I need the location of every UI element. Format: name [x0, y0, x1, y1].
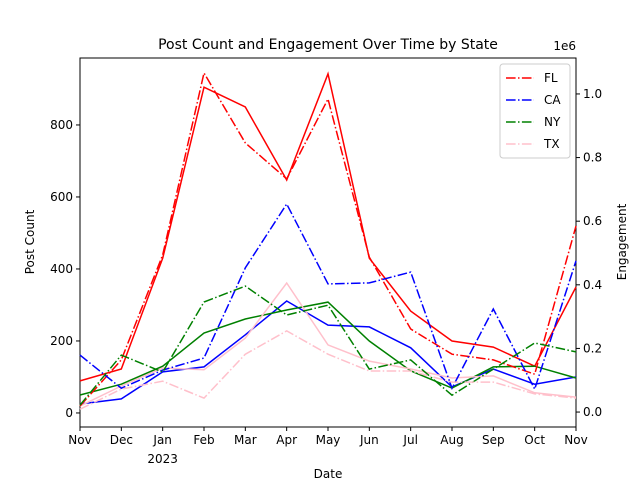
- x-tick-label: Dec: [110, 433, 133, 447]
- legend-box: [499, 63, 571, 159]
- y2-tick-label: 0.8: [583, 151, 602, 165]
- x-tick-label: Jul: [402, 433, 417, 447]
- x-tick-label: Nov: [68, 433, 91, 447]
- y2-tick-label: 0.6: [583, 214, 602, 228]
- legend-label: CA: [544, 93, 561, 107]
- y2-tick-label: 0.2: [583, 341, 602, 355]
- x-tick-label: Oct: [524, 433, 545, 447]
- series-line: [79, 285, 577, 406]
- x-tick-label: May: [316, 433, 341, 447]
- y-tick-label: 200: [50, 334, 73, 348]
- y2-tick-label: 0.4: [583, 278, 602, 292]
- y2-offset-label: 1e6: [553, 39, 576, 53]
- y2-tick-label: 1.0: [583, 87, 602, 101]
- series-line: [79, 70, 577, 407]
- y-tick-label: 800: [50, 118, 73, 132]
- series-line: [79, 71, 577, 382]
- series-line: [79, 281, 577, 407]
- y2-axis-label: Engagement: [615, 203, 629, 280]
- series-line: [79, 202, 577, 392]
- series-line: [79, 300, 577, 405]
- x-tick-label: Nov: [564, 433, 587, 447]
- x-tick-label: Feb: [193, 433, 214, 447]
- x-year-label: 2023: [147, 452, 178, 466]
- legend-label: TX: [543, 137, 560, 151]
- y-tick-label: 0: [65, 406, 73, 420]
- y-tick-label: 400: [50, 262, 73, 276]
- x-axis-label: Date: [314, 467, 343, 480]
- legend-label: NY: [544, 115, 561, 129]
- x-tick-label: Aug: [440, 433, 463, 447]
- x-tick-label: Apr: [276, 433, 297, 447]
- x-tick-label: Jan: [152, 433, 172, 447]
- legend-label: FL: [544, 71, 558, 85]
- x-tick-label: Jun: [359, 433, 379, 447]
- x-tick-label: Sep: [482, 433, 505, 447]
- chart-title: Post Count and Engagement Over Time by S…: [158, 37, 498, 53]
- series-line: [79, 330, 577, 410]
- series-line: [79, 301, 577, 396]
- y2-tick-label: 0.0: [583, 405, 602, 419]
- y-axis-label: Post Count: [23, 209, 37, 274]
- x-tick-label: Mar: [234, 433, 257, 447]
- y-tick-label: 600: [50, 190, 73, 204]
